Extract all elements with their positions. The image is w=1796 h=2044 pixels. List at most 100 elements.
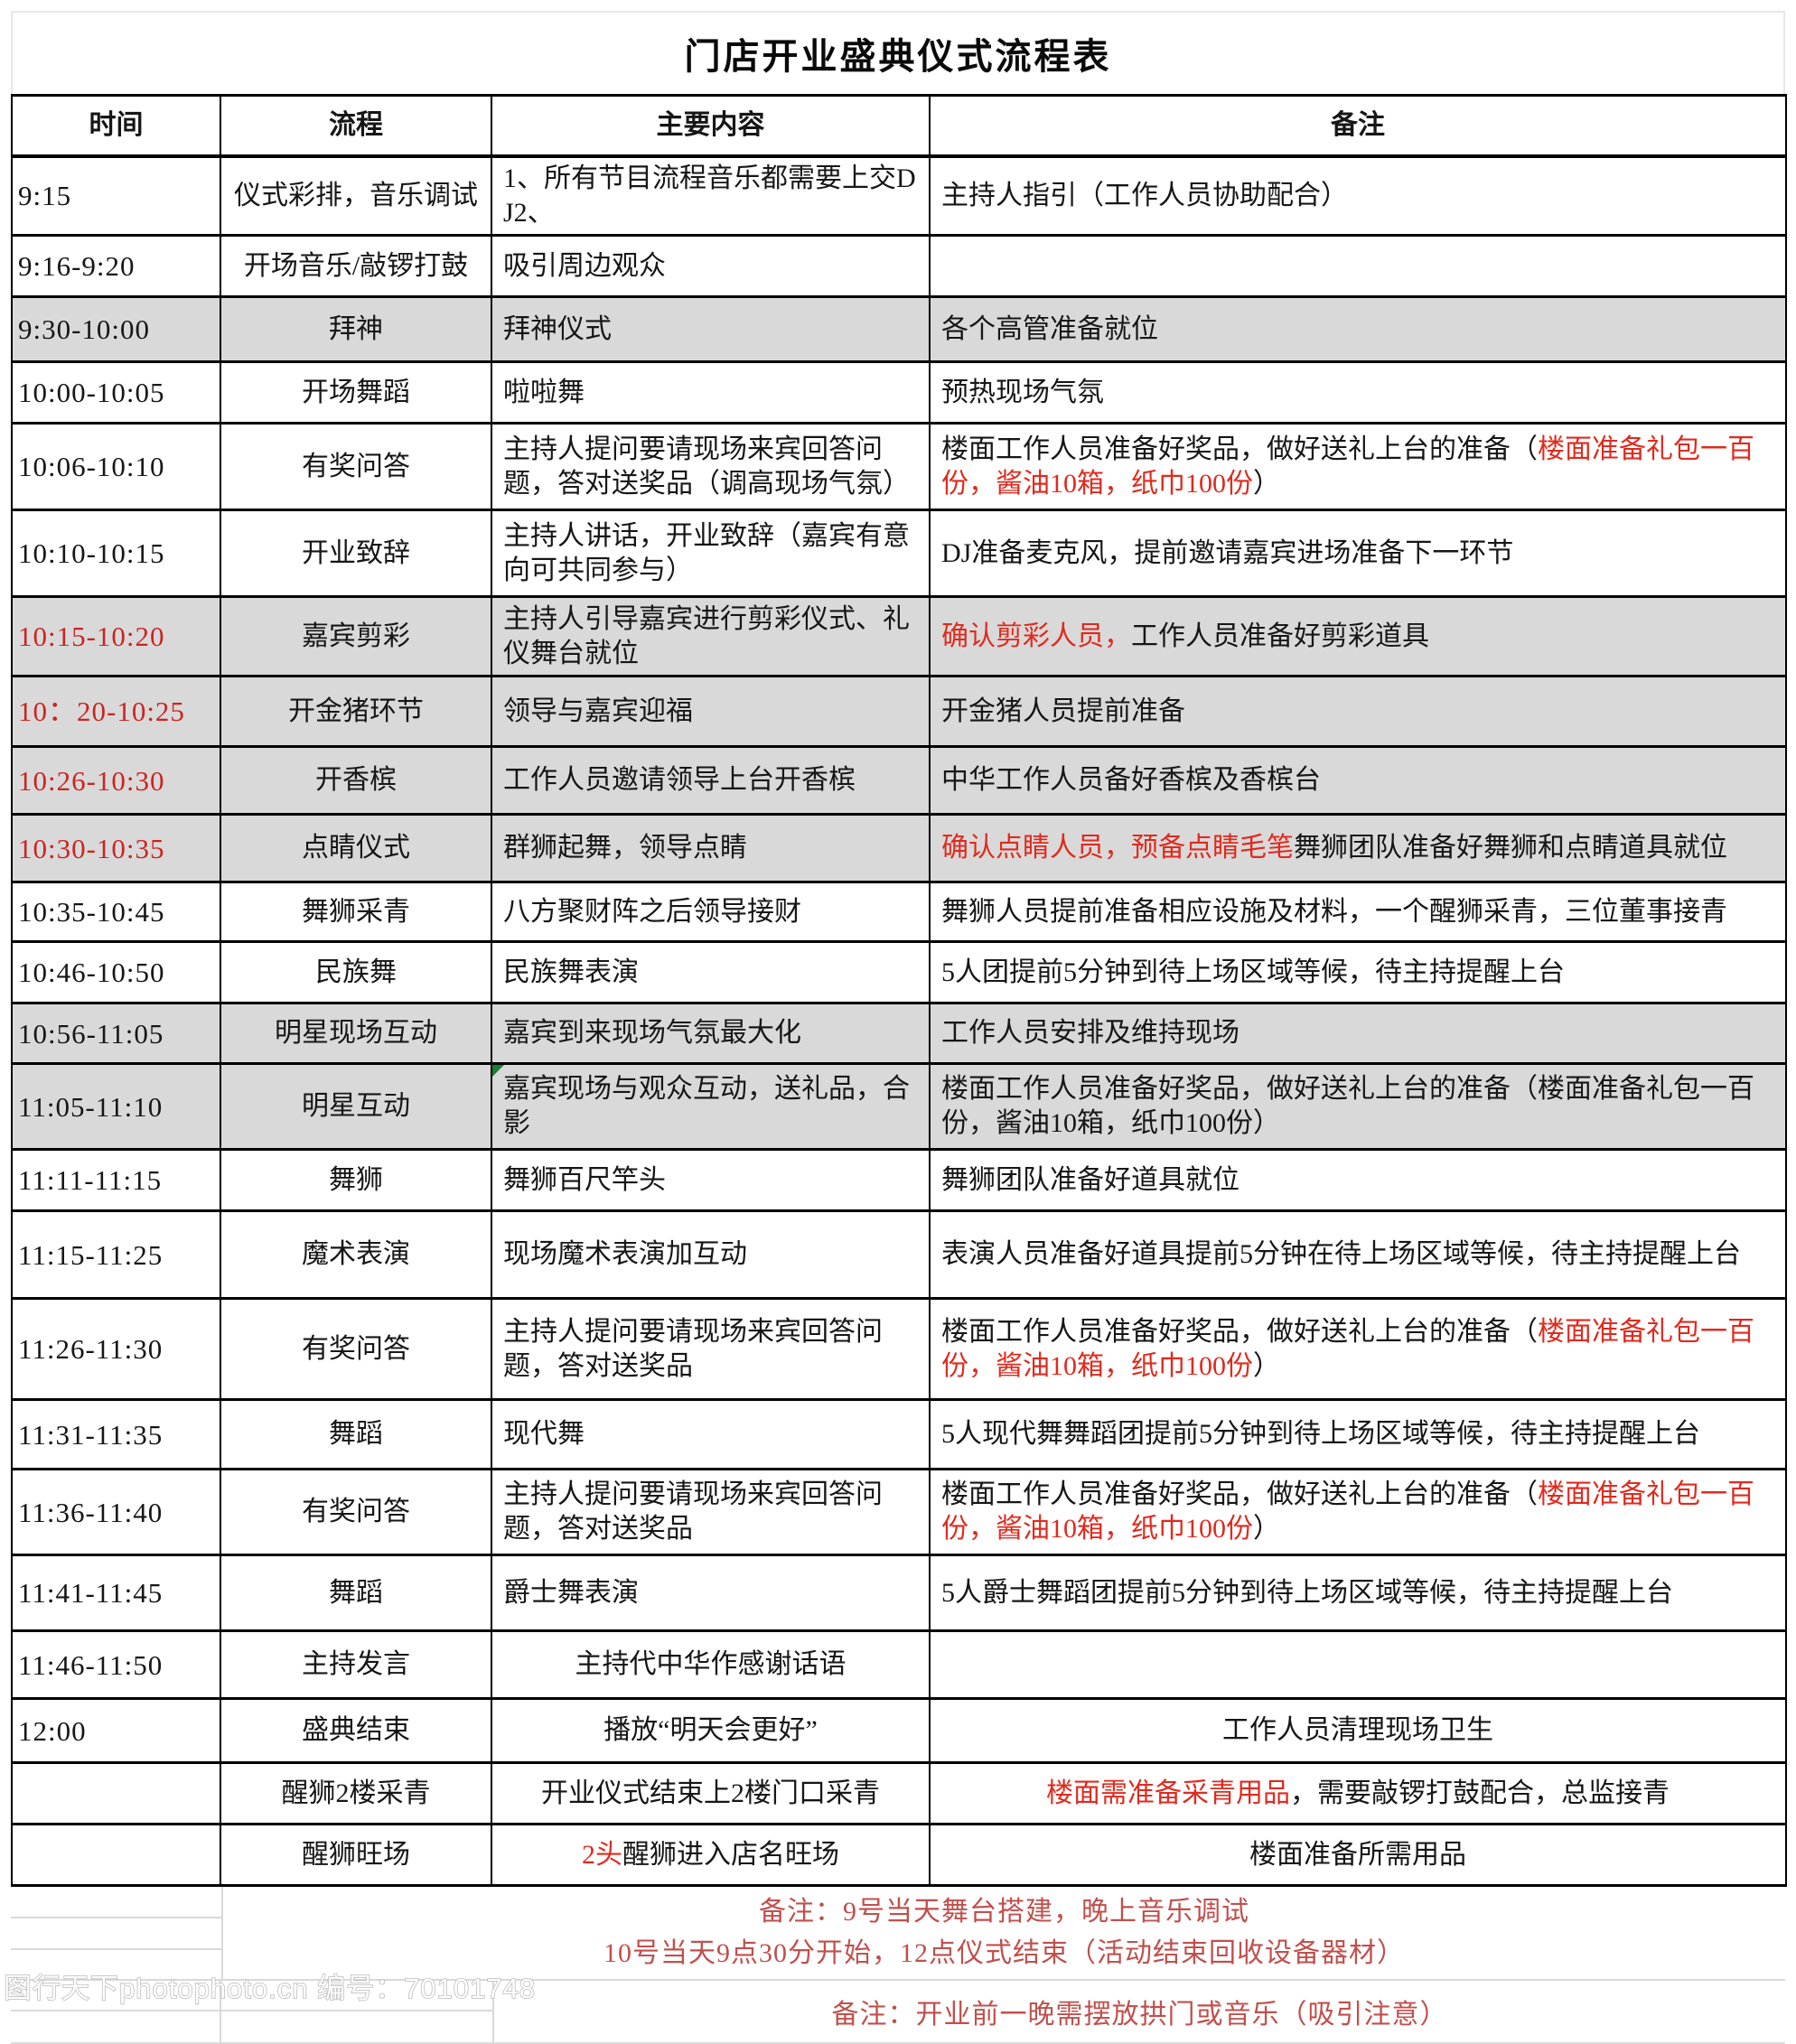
content-cell: 群狮起舞，领导点睛 [491,813,931,884]
setup-note-line-2: 10号当天9点30分开始，12点仪式结束（活动结束回收设备器材） [603,1938,1405,1969]
process-cell: 明星互动 [220,1062,492,1152]
time-cell: 11:36-11:40 [11,1468,221,1557]
process-cell: 明星现场互动 [220,1002,492,1066]
content-cell: 领导与嘉宾迎福 [491,675,931,749]
text-segment: 舞狮团队准备好舞狮和点睛道具就位 [1294,833,1727,863]
empty-cell [221,2011,492,2042]
table-row: 12:00 盛典结束 播放“明天会更好” 工作人员清理现场卫生 [11,1697,1787,1765]
note-cell: 中华工作人员备好香槟及香槟台 [929,745,1787,817]
schedule-table: 时间 流程 主要内容 备注 9:15 仪式彩排，音乐调试 1、所有节目流程音乐都需要… [11,94,1787,1888]
column-header-note: 备注 [929,94,1787,158]
note-cell [929,1629,1787,1701]
note-cell: 楼面工作人员准备好奖品，做好送礼上台的准备（楼面准备礼包一百份，酱油10箱，纸巾… [929,1062,1787,1152]
process-cell: 主持发言 [220,1629,492,1701]
time-cell: 10:26-10:30 [11,745,221,817]
content-cell: 主持人讲话，开业致辞（嘉宾有意向可共同参与） [491,509,931,599]
text-segment: 楼面工作人员准备好奖品，做好送礼上台的准备（楼面准备礼包一百份，酱油10箱，纸巾… [941,1074,1754,1139]
text-segment: 嘉宾到来现场气氛最大化 [503,1018,801,1049]
process-cell: 舞蹈 [220,1554,492,1633]
text-segment: 舞狮百尺竿头 [503,1164,666,1195]
text-segment: 现代舞 [503,1419,585,1450]
process-cell: 开场音乐/敲锣打鼓 [220,234,492,299]
content-cell: 嘉宾现场与观众互动，送礼品，合影 [491,1062,931,1152]
content-cell: 爵士舞表演 [491,1554,931,1633]
process-cell: 民族舞 [220,940,492,1005]
text-segment: 5人爵士舞蹈团提前5分钟到待上场区域等候，待主持提醒上台 [941,1577,1673,1608]
red-text-segment: 2头 [582,1839,622,1870]
column-header-content: 主要内容 [491,94,931,158]
note-cell: 5人团提前5分钟到待上场区域等候，待主持提醒上台 [929,940,1787,1005]
text-segment: 吸引周边观众 [503,250,666,281]
table-row: 11:15-11:25 魔术表演 现场魔术表演加互动 表演人员准备好道具提前5分钟在待… [11,1209,1787,1301]
time-cell: 11:05-11:10 [11,1062,221,1152]
process-cell: 嘉宾剪彩 [220,595,492,678]
note-cell: 工作人员安排及维持现场 [929,1002,1787,1066]
process-cell: 舞蹈 [220,1398,492,1471]
note-cell: 表演人员准备好道具提前5分钟在待上场区域等候，待主持提醒上台 [929,1209,1787,1301]
text-segment: 预热现场气氛 [941,377,1104,407]
table-row: 11:11-11:15 舞狮 舞狮百尺竿头 舞狮团队准备好道具就位 [11,1148,1787,1213]
note-cell: 5人爵士舞蹈团提前5分钟到待上场区域等候，待主持提醒上台 [929,1554,1787,1633]
text-segment: 楼面准备所需用品 [1249,1839,1466,1870]
text-segment: 醒狮进入店名旺场 [622,1839,839,1870]
content-cell: 现场魔术表演加互动 [491,1209,931,1301]
note-cell: 楼面工作人员准备好奖品，做好送礼上台的准备（楼面准备礼包一百份，酱油10箱，纸巾… [929,1297,1787,1402]
table-row: 10:06-10:10 有奖问答 主持人提问要请现场来宾回答问题，答对送奖品（调高现… [11,422,1787,512]
process-cell: 拜神 [220,295,492,364]
text-segment: 舞狮人员提前准备相应设施及材料，一个醒狮采青，三位董事接青 [941,896,1727,927]
red-text-segment: 确认点睛人员，预备点睛毛笔 [941,833,1294,863]
content-cell: 2头醒狮进入店名旺场 [491,1823,931,1888]
time-cell: 9:30-10:00 [11,295,221,364]
site-watermark: 图行天下photophoto.cn 编号：70101748 [3,1972,537,2005]
text-segment: 工作人员准备好剪彩道具 [1131,621,1429,651]
note-cell: 楼面工作人员准备好奖品，做好送礼上台的准备（楼面准备礼包一百份，酱油10箱，纸巾… [929,1468,1787,1557]
text-segment: 舞狮团队准备好道具就位 [941,1164,1239,1195]
content-cell: 主持人引导嘉宾进行剪彩仪式、礼仪舞台就位 [491,595,931,678]
process-cell: 有奖问答 [220,1297,492,1402]
table-row: 10:10-10:15 开业致辞 主持人讲话，开业致辞（嘉宾有意向可共同参与） DJ准… [11,509,1787,599]
text-segment: 中华工作人员备好香槟及香槟台 [941,765,1321,796]
empty-cell [11,2011,221,2043]
text-segment: 工作人员安排及维持现场 [941,1018,1239,1049]
text-segment: DJ准备麦克风，提前邀请嘉宾进场准备下一环节 [941,537,1514,568]
note-cell: 楼面需准备采青用品，需要敲锣打鼓配合，总监接青 [929,1761,1787,1826]
time-cell: 12:00 [11,1697,221,1765]
table-row: 11:26-11:30 有奖问答 主持人提问要请现场来宾回答问题，答对送奖品 楼面工作… [11,1297,1787,1402]
time-cell [11,1761,221,1826]
footer-note-block-1: 备注：9号当天舞台搭建，晚上音乐调试 10号当天9点30分开始，12点仪式结束（… [11,1887,1785,1982]
note-cell: 确认点睛人员，预备点睛毛笔舞狮团队准备好舞狮和点睛道具就位 [929,813,1787,884]
content-cell: 主持人提问要请现场来宾回答问题，答对送奖品 [491,1468,931,1557]
time-cell: 10:15-10:20 [11,595,221,678]
table-row: 10:15-10:20 嘉宾剪彩 主持人引导嘉宾进行剪彩仪式、礼仪舞台就位 确认剪彩人… [11,595,1787,678]
text-segment: 主持人讲话，开业致辞（嘉宾有意向可共同参与） [503,520,910,585]
pre-opening-note: 备注：开业前一晚需摆放拱门或音乐（吸引注意） [831,2000,1448,2030]
time-cell [11,1823,221,1888]
content-cell: 播放“明天会更好” [491,1697,931,1765]
cell-comment-flag-icon [492,1065,504,1078]
time-cell: 10:10-10:15 [11,509,221,599]
process-cell: 盛典结束 [220,1697,492,1765]
process-cell: 舞狮采青 [220,881,492,944]
content-cell: 主持人提问要请现场来宾回答问题，答对送奖品 [491,1297,931,1402]
text-segment: 嘉宾现场与观众互动，送礼品，合影 [503,1074,910,1139]
table-row: 9:16-9:20 开场音乐/敲锣打鼓 吸引周边观众 [11,234,1787,299]
time-cell: 11:41-11:45 [11,1554,221,1633]
table-row: 11:36-11:40 有奖问答 主持人提问要请现场来宾回答问题，答对送奖品 楼面工作… [11,1468,1787,1557]
note-cell: 工作人员清理现场卫生 [929,1697,1787,1765]
time-cell: 11:15-11:25 [11,1209,221,1301]
text-segment: 表演人员准备好道具提前5分钟在待上场区域等候，待主持提醒上台 [941,1239,1741,1270]
text-segment: 拜神仪式 [503,313,612,344]
process-cell: 有奖问答 [220,422,492,512]
text-segment: 主持人指引（工作人员协助配合） [941,181,1348,211]
empty-cell [221,1981,492,2012]
text-segment: 主持人提问要请现场来宾回答问题，答对送奖品 [503,1479,883,1545]
empty-grid-cells [11,1887,223,1980]
process-cell: 开业致辞 [220,509,492,599]
text-segment: 啦啦舞 [503,377,585,407]
page-title: 门店开业盛典仪式流程表 [11,11,1785,94]
text-segment: 主持人提问要请现场来宾回答问题，答对送奖品（调高现场气氛） [503,434,910,499]
note-cell [929,234,1787,299]
text-segment: ，需要敲锣打鼓配合，总监接青 [1290,1778,1670,1808]
content-cell: 主持人提问要请现场来宾回答问题，答对送奖品（调高现场气氛） [491,422,931,512]
process-cell: 有奖问答 [220,1468,492,1557]
